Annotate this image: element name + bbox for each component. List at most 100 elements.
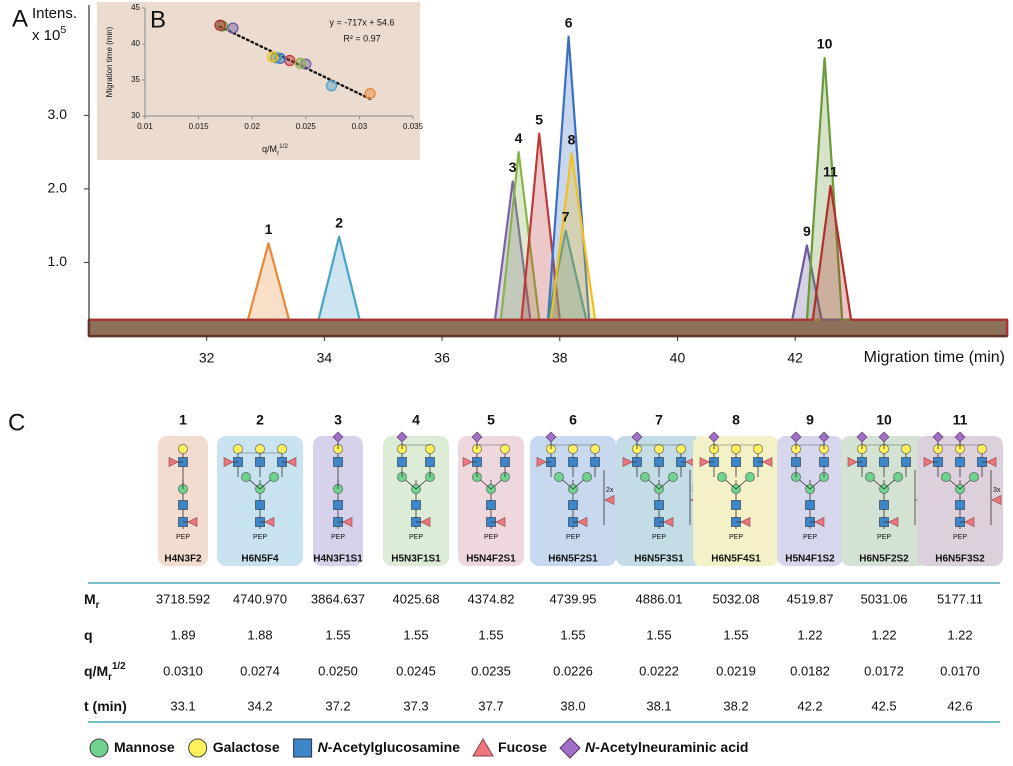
table-cell: 37.7	[478, 698, 503, 713]
glycan-name: H4N3F1S1	[313, 554, 363, 565]
row-label-part: r	[108, 672, 112, 683]
y-tick-label: 45	[131, 3, 140, 12]
y-tick-label: 3.0	[48, 106, 68, 122]
sialic-icon	[954, 431, 966, 443]
pep-label: PEP	[566, 534, 580, 541]
galactose-icon	[590, 444, 600, 454]
mannose-icon	[640, 472, 650, 482]
x-axis-label: q/Mr1/2	[262, 143, 288, 157]
table-cell: 3864.637	[311, 591, 365, 606]
fucose-icon	[663, 517, 674, 527]
y-axis-label: Migration time (min)	[105, 26, 114, 97]
glycan-name: H6N5F2S1	[548, 554, 598, 565]
table-cell: 0.0250	[318, 663, 358, 678]
glycan-name: H5N4F1S2	[785, 554, 835, 565]
table-cell: 0.0245	[396, 663, 436, 678]
peak-label: 8	[568, 131, 576, 147]
peak-label: 11	[823, 164, 838, 180]
x-tick-label: 0.035	[403, 122, 424, 131]
glcnac-icon	[805, 500, 815, 510]
glcnac-icon	[731, 500, 741, 510]
fucose-icon	[923, 457, 934, 467]
glycan-name: H4N3F2	[164, 554, 202, 565]
sialic-icon	[932, 431, 944, 443]
glcnac-icon	[654, 457, 664, 467]
fucose-icon	[847, 457, 858, 467]
column-number: 7	[655, 412, 663, 428]
fucose-icon	[888, 517, 899, 527]
table-cell: 42.6	[947, 698, 972, 713]
mannose-icon	[241, 472, 251, 482]
row-label-part: 1/2	[112, 661, 126, 672]
y-axis-label: x 105	[32, 24, 66, 44]
x-tick-label: 38	[552, 350, 568, 366]
glcnac-icon	[791, 457, 801, 467]
pep-label: PEP	[652, 534, 666, 541]
legend-icon	[188, 738, 208, 758]
glycan-name: H6N5F4	[241, 554, 279, 565]
x-tick-label: 42	[787, 350, 803, 366]
table-cell: 42.2	[797, 698, 822, 713]
galactose-icon	[654, 444, 664, 454]
y-axis-label-part: x 10	[32, 27, 60, 44]
peak-label: 5	[535, 111, 543, 127]
table-cell: 1.22	[797, 627, 822, 642]
sialic-icon	[332, 431, 344, 443]
glycan-name: H5N3F1S1	[391, 554, 441, 565]
column-number: 2	[256, 412, 264, 428]
table-cell: 0.0235	[471, 663, 511, 678]
legend-label-part: N	[318, 739, 329, 755]
mannose-icon	[969, 472, 979, 482]
table-cell: 5031.06	[861, 591, 908, 606]
row-label-part: t (min)	[84, 698, 127, 714]
glcnac-icon	[178, 500, 188, 510]
glcnac-icon	[901, 457, 911, 467]
table-cell: 5177.11	[937, 591, 983, 606]
column-number: 3	[334, 412, 342, 428]
table-cell: 1.55	[325, 627, 350, 642]
scatter-point	[214, 19, 226, 31]
row-label: q/Mr1/2	[84, 661, 126, 683]
column-number: 5	[487, 412, 495, 428]
glcnac-icon	[500, 457, 510, 467]
table-cell: 0.0219	[716, 663, 756, 678]
galactose-icon	[233, 444, 243, 454]
pep-label: PEP	[803, 534, 817, 541]
mannose-icon	[941, 472, 951, 482]
row-label: t (min)	[84, 698, 127, 714]
sialic-icon	[471, 431, 483, 443]
fucose-icon	[699, 457, 710, 467]
legend-icon	[472, 738, 494, 757]
sialic-icon	[631, 431, 643, 443]
glcnac-icon	[568, 457, 578, 467]
table-cell: 33.1	[170, 698, 195, 713]
y-tick-label: 35	[131, 75, 140, 84]
y-axis-label: Intens.	[32, 5, 77, 22]
mannose-icon	[717, 472, 727, 482]
glcnac-icon	[654, 500, 664, 510]
glycan-name: H6N5F3S1	[634, 554, 684, 565]
glcnac-icon	[590, 457, 600, 467]
table-cell: 0.0172	[864, 663, 904, 678]
x-tick-label: 36	[434, 350, 450, 366]
table-cell: 37.3	[403, 698, 428, 713]
table-cell: 4374.82	[468, 591, 515, 606]
x-axis-label-part: q/M	[262, 144, 277, 154]
glcnac-icon	[255, 457, 265, 467]
sialic-icon	[396, 431, 408, 443]
x-tick-label: 0.015	[189, 122, 210, 131]
legend-label-part: -Acetylneuraminic acid	[595, 739, 748, 755]
table-cell: 38.1	[646, 698, 671, 713]
legend-label-part: Galactose	[213, 739, 280, 755]
legend-label-part: N	[585, 739, 596, 755]
legend-label-part: -Acetylglucosamine	[328, 739, 460, 755]
x-tick-label: 0.02	[244, 122, 260, 131]
x-tick-label: 0.025	[296, 122, 317, 131]
peak-label: 3	[509, 159, 517, 175]
glcnac-icon	[879, 457, 889, 467]
fucose-icon	[991, 495, 1002, 505]
trend-line	[218, 25, 372, 101]
table-cell: 1.55	[723, 627, 748, 642]
x-tick-label: 40	[670, 350, 686, 366]
